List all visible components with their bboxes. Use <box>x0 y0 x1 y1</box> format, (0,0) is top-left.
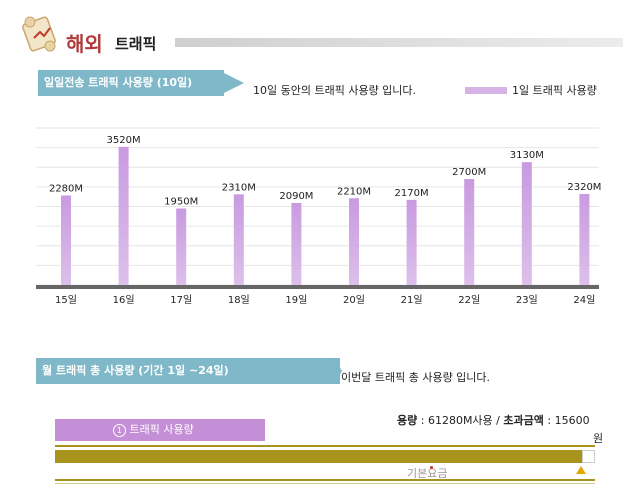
daily-traffic-tab: 일일전송 트래픽 사용량 (10일) <box>38 70 224 96</box>
circled-number: 1 <box>113 423 126 437</box>
title-divider <box>175 38 623 47</box>
chart-data-label: 3520M <box>107 135 141 146</box>
usage-value: : 61280M사용 / <box>420 414 500 427</box>
chart-x-tick-label: 17일 <box>170 294 192 306</box>
chart-bar <box>118 146 129 285</box>
chart-bar <box>406 199 417 285</box>
traffic-usage-label: 트래픽 사용량 <box>129 423 194 436</box>
chart-x-tick-label: 22일 <box>458 294 480 306</box>
chart-data-label: 2170M <box>395 188 429 199</box>
excess-label: 초과금액 <box>503 414 544 427</box>
chart-data-label: 1950M <box>164 196 198 207</box>
legend-label: 1일 트래픽 사용량 <box>512 84 597 97</box>
page-title: 해외 <box>66 32 103 56</box>
chart-data-label: 2700M <box>452 167 486 178</box>
traffic-usage-box: 1 트래픽 사용량 <box>55 419 265 441</box>
daily-description: 10일 동안의 트래픽 사용량 입니다. <box>253 84 417 97</box>
usage-bar-end <box>582 450 595 463</box>
chart-x-tick-label: 19일 <box>285 294 307 306</box>
chart-bar <box>61 195 71 285</box>
base-fee-marker-dot <box>430 466 433 469</box>
chart-x-tick-label: 18일 <box>228 294 250 306</box>
chart-x-tick-label: 16일 <box>113 294 135 306</box>
usage-bar-top-line <box>55 445 595 447</box>
chart-data-label: 2320M <box>567 182 601 193</box>
legend-swatch <box>465 87 507 94</box>
chart-data-label: 2280M <box>49 184 83 195</box>
usage-bar-bottom-line-thin <box>55 483 595 484</box>
chart-x-tick-label: 24일 <box>573 294 595 306</box>
chart-bar <box>291 202 302 285</box>
chart-data-label: 2090M <box>279 191 313 202</box>
chart-baseline <box>36 285 599 289</box>
chart-bar <box>349 198 359 285</box>
currency-unit: 원 <box>593 432 604 445</box>
monthly-description: 이번달 트래픽 총 사용량 입니다. <box>341 371 491 384</box>
chart-data-label: 2210M <box>337 186 371 197</box>
chart-x-tick-label: 20일 <box>343 294 365 306</box>
chart-bar <box>521 162 532 285</box>
chart-bar <box>464 179 475 285</box>
chart-x-tick-label: 23일 <box>516 294 538 306</box>
chart-data-label: 2310M <box>222 182 256 193</box>
monthly-tab-arrow <box>334 358 342 384</box>
chart-bar <box>233 194 244 285</box>
chart-bar <box>176 208 187 285</box>
usage-label: 용량 <box>397 414 418 427</box>
base-fee-label: 기본요금 <box>407 467 448 480</box>
daily-tab-arrow <box>218 70 244 96</box>
excess-value: : 15600 <box>547 414 590 427</box>
chart-data-label: 3130M <box>510 150 544 161</box>
scroll-icon <box>22 16 56 52</box>
chart-bar <box>579 193 590 285</box>
chart-x-tick-label: 21일 <box>401 294 423 306</box>
chart-x-tick-label: 15일 <box>55 294 77 306</box>
triangle-marker-icon <box>576 466 586 474</box>
page-subtitle: 트래픽 <box>115 35 157 53</box>
usage-bar-bottom-line <box>55 479 595 481</box>
monthly-traffic-tab: 월 트래픽 총 사용량 (기간 1일 ~24일) <box>36 358 340 384</box>
usage-bar <box>55 450 595 463</box>
daily-traffic-chart: 2280M 3520M 1950M 2310M 2090M 2210M 2170M 2700M… <box>36 127 601 306</box>
usage-summary: 용량 : 61280M사용 / 초과금액 : 15600 <box>397 412 590 428</box>
